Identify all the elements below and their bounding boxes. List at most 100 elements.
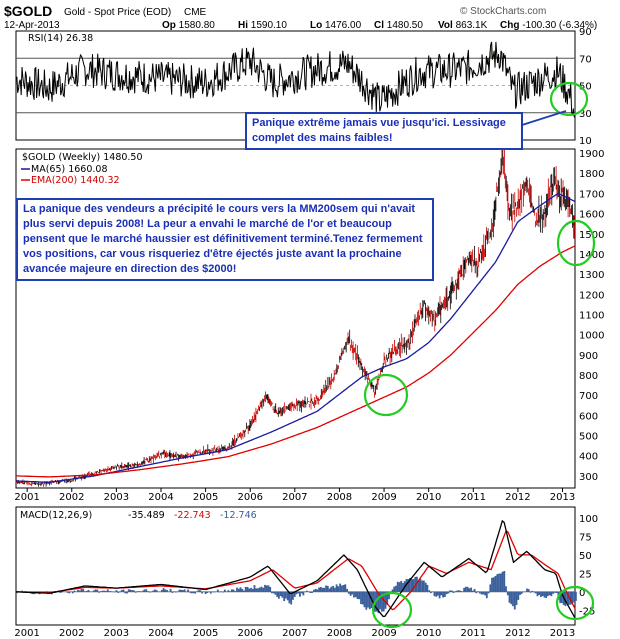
macd-histogram-bar xyxy=(182,590,184,592)
chart-exchange: CME xyxy=(184,7,207,18)
macd-histogram-bar xyxy=(484,591,486,596)
macd-histogram-bar xyxy=(77,589,79,592)
macd-histogram-bar xyxy=(281,591,284,598)
quote-value: -100.30 (-6.34%) xyxy=(522,20,597,31)
macd-histogram-bar xyxy=(381,591,383,612)
macd-histogram-bar xyxy=(561,591,563,604)
macd-histogram-bar xyxy=(155,590,158,592)
macd-histogram-bar xyxy=(473,589,476,592)
macd-histogram-bar xyxy=(529,591,532,593)
macd-histogram-bar xyxy=(351,591,354,595)
macd-histogram-bar xyxy=(152,590,155,592)
macd-histogram-bar xyxy=(330,586,333,592)
macd-histogram-bar xyxy=(99,591,102,592)
macd-histogram-bar xyxy=(255,588,258,592)
macd-histogram-bar xyxy=(78,590,81,592)
macd-histogram-bar xyxy=(105,591,107,592)
rsi-title: RSI(14) 26.38 xyxy=(28,33,93,44)
price-tick-label: 1300 xyxy=(579,270,604,281)
macd-histogram-bar xyxy=(98,591,100,593)
macd-histogram-bar xyxy=(194,591,196,594)
highlight-circle xyxy=(555,585,595,621)
price-tick-label: 400 xyxy=(579,452,598,463)
macd-histogram-bar xyxy=(573,591,576,603)
macd-histogram-bar xyxy=(548,591,551,596)
macd-histogram-bar xyxy=(223,589,226,592)
macd-signal-value: -22.743 xyxy=(174,510,211,521)
price-year-label: 2008 xyxy=(327,492,352,503)
macd-histogram-bar xyxy=(424,582,427,592)
macd-histogram-bar xyxy=(333,587,336,592)
macd-histogram-bar xyxy=(541,591,544,597)
macd-histogram-bar xyxy=(110,591,113,592)
macd-histogram-bar xyxy=(527,589,530,592)
macd-histogram-bar xyxy=(85,590,88,592)
quote-value: 1580.80 xyxy=(179,20,216,31)
macd-histogram-bar xyxy=(80,588,83,592)
macd-histogram-bar xyxy=(506,591,509,596)
macd-histogram-bar xyxy=(180,589,182,592)
macd-histogram-bar xyxy=(499,573,502,592)
macd-histogram-bar xyxy=(269,587,272,592)
macd-histogram-bar xyxy=(347,591,350,594)
quote-label: Hi xyxy=(238,20,251,31)
macd-histogram-bar xyxy=(134,591,137,593)
macd-histogram-bar xyxy=(353,591,355,598)
macd-histogram-bar xyxy=(288,591,291,604)
macd-histogram-value: -12.746 xyxy=(220,510,257,521)
macd-histogram-bar xyxy=(283,591,286,602)
macd-histogram-bar xyxy=(145,589,148,592)
chart-date: 12-Apr-2013 xyxy=(4,20,60,31)
macd-year-label: 2010 xyxy=(416,628,441,639)
rsi-line xyxy=(15,41,576,118)
macd-histogram-bar xyxy=(433,591,436,597)
macd-histogram-bar xyxy=(136,591,139,592)
macd-tick-label: 75 xyxy=(579,533,592,544)
macd-histogram-bar xyxy=(164,589,167,592)
macd-histogram-bar xyxy=(229,591,231,592)
macd-histogram-bar xyxy=(501,571,504,592)
macd-histogram-bar xyxy=(508,591,511,603)
macd-histogram-bar xyxy=(340,585,343,592)
macd-histogram-bar xyxy=(295,591,298,595)
macd-histogram-bar xyxy=(451,590,453,592)
macd-histogram-bar xyxy=(222,591,224,593)
rsi-tick-label: 90 xyxy=(579,27,592,38)
macd-histogram-bar xyxy=(227,590,230,592)
macd-tick-label: 50 xyxy=(579,551,592,562)
macd-histogram-bar xyxy=(496,574,499,592)
macd-histogram-bar xyxy=(430,591,432,594)
macd-histogram-bar xyxy=(320,587,322,592)
macd-histogram-bar xyxy=(96,589,99,592)
price-tick-label: 1700 xyxy=(579,189,604,200)
price-tick-label: 1900 xyxy=(579,149,604,160)
macd-histogram-bar xyxy=(162,588,165,592)
macd-histogram-bar xyxy=(559,591,562,604)
macd-histogram-bar xyxy=(552,591,555,594)
macd-histogram-bar xyxy=(416,576,418,592)
macd-histogram-bar xyxy=(540,591,542,597)
macd-histogram-bar xyxy=(356,591,359,599)
price-title: $GOLD (Weekly) 1480.50 xyxy=(22,152,143,163)
macd-histogram-bar xyxy=(531,590,534,592)
macd-histogram-bar xyxy=(187,589,189,592)
macd-histogram-bar xyxy=(545,591,548,598)
macd-histogram-bar xyxy=(127,589,130,592)
macd-histogram-bar xyxy=(332,585,334,592)
macd-year-label: 2007 xyxy=(282,628,307,639)
macd-histogram-bar xyxy=(566,591,569,603)
macd-histogram-bar xyxy=(115,590,118,592)
macd-histogram-bar xyxy=(498,573,500,592)
macd-histogram-bar xyxy=(285,591,287,599)
quote-label: Cl xyxy=(374,20,387,31)
macd-histogram-bar xyxy=(328,588,331,592)
macd-histogram-bar xyxy=(543,591,546,598)
price-tick-label: 1000 xyxy=(579,331,604,342)
macd-histogram-bar xyxy=(232,589,235,592)
macd-histogram-bar xyxy=(568,591,570,605)
macd-histogram-bar xyxy=(533,591,535,593)
macd-histogram-bar xyxy=(216,589,219,592)
macd-histogram-bar xyxy=(375,591,378,612)
macd-histogram-bar xyxy=(503,571,506,592)
macd-histogram-bar xyxy=(326,585,329,592)
